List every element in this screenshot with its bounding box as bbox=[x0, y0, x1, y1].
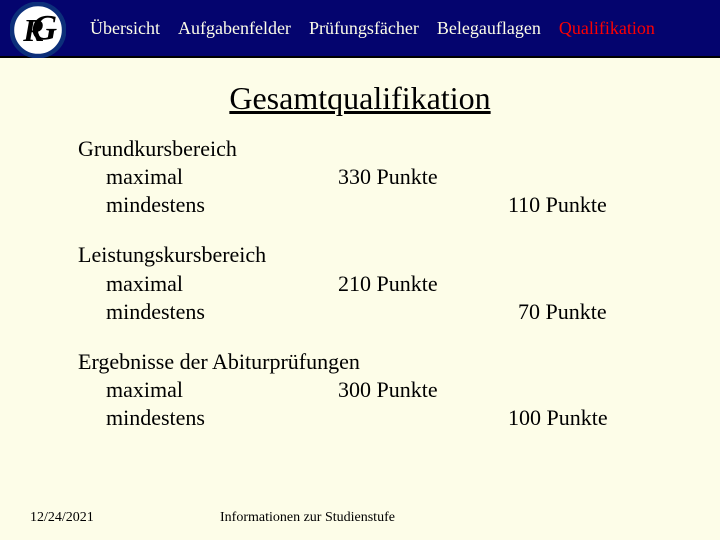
header-bar: R G Übersicht Aufgabenfelder Prüfungsfäc… bbox=[0, 0, 720, 58]
min-value: 100 Punkte bbox=[508, 404, 666, 432]
section-grundkurs: Grundkursbereich maximal 330 Punkte mind… bbox=[78, 135, 666, 219]
min-value: 70 Punkte bbox=[508, 298, 666, 326]
footer-title: Informationen zur Studienstufe bbox=[220, 510, 395, 526]
section-leistungskurs: Leistungskursbereich maximal 210 Punkte … bbox=[78, 241, 666, 325]
section-heading: Leistungskursbereich bbox=[78, 241, 338, 269]
section-heading: Grundkursbereich bbox=[78, 135, 338, 163]
min-value: 110 Punkte bbox=[508, 191, 666, 219]
min-label: mindestens bbox=[78, 298, 338, 326]
section-heading: Ergebnisse der Abiturprüfungen bbox=[78, 348, 360, 376]
min-label: mindestens bbox=[78, 191, 338, 219]
min-label: mindestens bbox=[78, 404, 338, 432]
page-title: Gesamtqualifikation bbox=[0, 80, 720, 117]
footer: 12/24/2021 Informationen zur Studienstuf… bbox=[0, 510, 720, 526]
content-area: Grundkursbereich maximal 330 Punkte mind… bbox=[0, 117, 720, 432]
max-value: 210 Punkte bbox=[338, 270, 508, 298]
school-logo: R G bbox=[10, 2, 66, 58]
max-value: 330 Punkte bbox=[338, 163, 508, 191]
footer-date: 12/24/2021 bbox=[30, 510, 220, 526]
max-label: maximal bbox=[78, 163, 338, 191]
nav-pruefungsfaecher[interactable]: Prüfungsfächer bbox=[309, 18, 419, 39]
svg-text:G: G bbox=[31, 7, 57, 47]
nav-belegauflagen[interactable]: Belegauflagen bbox=[437, 18, 541, 39]
max-label: maximal bbox=[78, 376, 338, 404]
nav-uebersicht[interactable]: Übersicht bbox=[90, 18, 160, 39]
max-value: 300 Punkte bbox=[338, 376, 508, 404]
nav-tabs: Übersicht Aufgabenfelder Prüfungsfächer … bbox=[90, 0, 720, 56]
section-abitur: Ergebnisse der Abiturprüfungen maximal 3… bbox=[78, 348, 666, 432]
nav-aufgabenfelder[interactable]: Aufgabenfelder bbox=[178, 18, 291, 39]
nav-qualifikation[interactable]: Qualifikation bbox=[559, 18, 655, 39]
max-label: maximal bbox=[78, 270, 338, 298]
